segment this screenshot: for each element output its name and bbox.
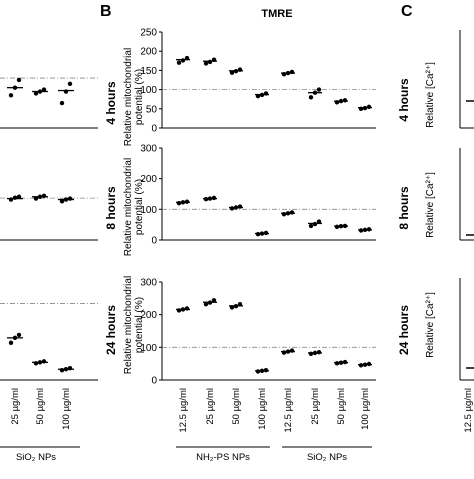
- b-point-24h: [263, 368, 269, 373]
- b-ytick-label-8h: 0: [151, 236, 157, 247]
- b-category-label: 100 µg/ml: [360, 388, 371, 430]
- panel-letter-b: B: [100, 3, 112, 20]
- row-label-24h: 24 hours: [104, 305, 118, 355]
- c-ylabel-24h: Relative [Ca²⁺]: [425, 292, 436, 358]
- a-point-8h: [33, 196, 39, 201]
- b-point-4h: [180, 58, 186, 63]
- a-category-label: 50 µg/ml: [35, 388, 46, 425]
- ylabel-b-8h-line1: Relative mitochondrial: [123, 158, 134, 256]
- c-row-label-4h: 4 hours: [397, 78, 411, 122]
- c-row-label-24h: 24 hours: [397, 305, 411, 355]
- b-point-4h: [207, 59, 213, 65]
- b-ytick-label-24h: 300: [140, 278, 157, 289]
- b-group-label-nh2: NH₂-PS NPs: [196, 452, 250, 463]
- a-point-4h: [33, 91, 39, 96]
- b-ytick-label-24h: 0: [151, 376, 157, 387]
- a-point-24h: [8, 340, 14, 345]
- b-point-8h: [308, 223, 314, 229]
- b-point-4h: [229, 70, 235, 75]
- b-ytick-label-8h: 300: [140, 144, 157, 155]
- b-point-24h: [342, 359, 348, 365]
- b-ytick-label-4h: 200: [140, 47, 157, 58]
- row-label-4h: 4 hours: [104, 81, 118, 125]
- b-point-4h: [308, 95, 314, 100]
- a-category-label: 100 µg/ml: [61, 388, 72, 430]
- b-point-4h: [342, 98, 348, 103]
- b-category-label: 50 µg/ml: [336, 388, 347, 425]
- b-category-label: 50 µg/ml: [231, 388, 242, 425]
- a-point-4h: [67, 81, 73, 87]
- a-category-label: 25 µg/ml: [10, 388, 21, 425]
- b-point-4h: [366, 104, 372, 110]
- b-ytick-label-24h: 200: [140, 310, 157, 321]
- b-point-24h: [366, 361, 372, 367]
- ylabel-b-4h-line2: potential (%): [134, 69, 145, 125]
- a-group-label: SiO₂ NPs: [16, 452, 56, 463]
- b-ytick-label-4h: 250: [140, 28, 157, 39]
- b-point-24h: [211, 298, 217, 303]
- b-point-4h: [176, 60, 182, 65]
- a-point-4h: [16, 77, 22, 83]
- b-ytick-label-4h: 0: [151, 124, 157, 135]
- a-point-4h: [41, 87, 47, 92]
- ylabel-b-8h-line2: potential (%): [134, 179, 145, 235]
- ylabel-b-24h-line1: Relative mitochondrial: [123, 276, 134, 374]
- b-group-label-sio2: SiO₂ NPs: [307, 452, 347, 463]
- b-point-24h: [316, 350, 322, 355]
- b-category-label: 12.5 µg/ml: [283, 388, 294, 433]
- b-category-label: 100 µg/ml: [257, 388, 268, 430]
- panel-b-title: TMRE: [261, 8, 292, 20]
- c-row-label-8h: 8 hours: [397, 186, 411, 230]
- ylabel-b-24h-line2: potential (%): [134, 297, 145, 353]
- b-ytick-label-4h: 150: [140, 66, 157, 77]
- b-point-4h: [203, 61, 209, 66]
- row-label-8h: 8 hours: [104, 186, 118, 230]
- b-ytick-label-4h: 50: [146, 104, 158, 115]
- a-point-24h: [16, 332, 22, 338]
- b-point-24h: [203, 302, 209, 307]
- b-ytick-label-8h: 200: [140, 174, 157, 185]
- c-ylabel-8h: Relative [Ca²⁺]: [425, 172, 436, 238]
- b-point-8h: [316, 219, 322, 224]
- c-tick-label: 12.5 µg/ml: [463, 388, 474, 433]
- b-category-label: 12.5 µg/ml: [178, 388, 189, 433]
- ylabel-b-4h-line1: Relative mitochondrial: [123, 48, 134, 146]
- a-point-4h: [59, 100, 65, 106]
- plot-layer: 0 50 100 150 200 250 0 100 200 300 0 100 200 300 12.5 …: [0, 28, 376, 463]
- a-point-4h: [8, 93, 14, 98]
- b-point-24h: [358, 363, 364, 368]
- b-category-label: 25 µg/ml: [310, 388, 321, 425]
- panel-letter-c: C: [401, 3, 413, 20]
- b-ytick-label-8h: 100: [140, 205, 157, 216]
- c-ylabel-4h: Relative [Ca²⁺]: [425, 62, 436, 128]
- b-point-24h: [255, 369, 261, 374]
- b-ytick-label-4h: 100: [140, 85, 157, 96]
- b-ytick-label-24h: 100: [140, 343, 157, 354]
- b-point-24h: [334, 361, 340, 366]
- a-point-8h: [59, 199, 65, 204]
- b-point-4h: [316, 87, 322, 92]
- a-point-8h: [16, 194, 22, 199]
- b-category-label: 25 µg/ml: [205, 388, 216, 425]
